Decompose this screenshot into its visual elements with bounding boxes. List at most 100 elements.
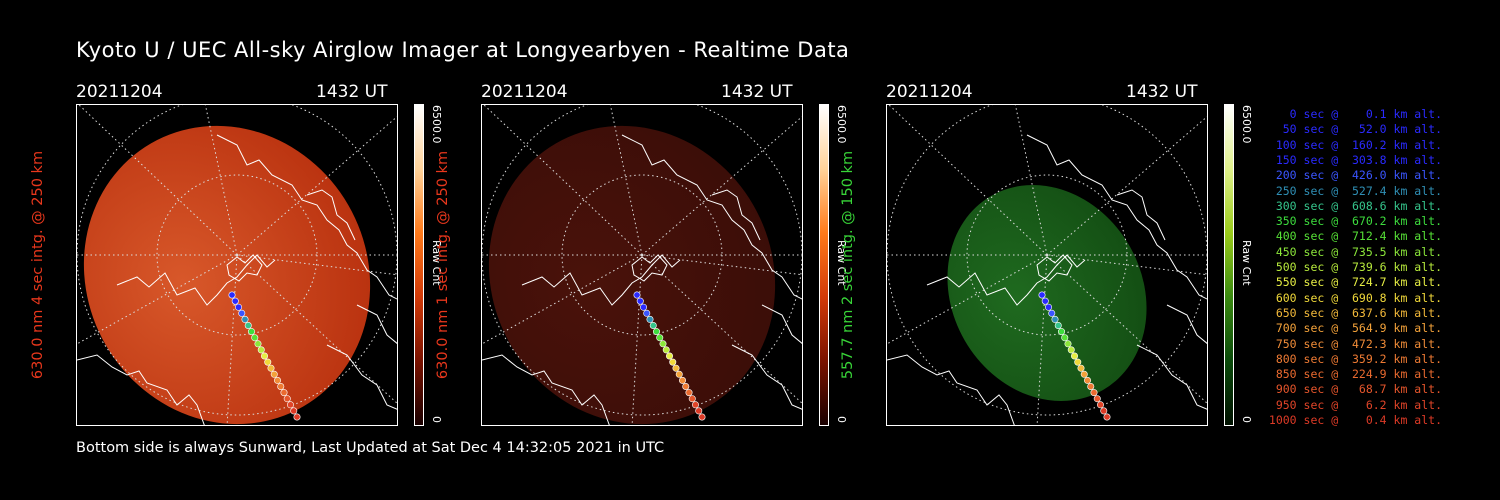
panel-time: 1432 UT [316, 82, 388, 102]
trajectory-point [1087, 382, 1095, 390]
trajectory-point [1103, 413, 1111, 421]
colorbar [1224, 104, 1234, 426]
trajectory-point [1100, 407, 1108, 415]
colorbar-unit: Raw Cnt [1240, 240, 1253, 286]
panel-630nm-1sec: 20211204 1432 UT 630.0 nm 1 sec intg. @ … [435, 80, 913, 430]
trajectory-point [669, 358, 677, 366]
vertical-label-text: 630.0 nm 4 sec intg. @ 250 km [30, 150, 46, 380]
trajectory-point [659, 340, 667, 348]
coastlines [482, 134, 802, 425]
trajectory-point [270, 370, 278, 378]
legend-row: 900 sec @ 68.7 km alt. [1268, 382, 1442, 397]
trajectory-point [1054, 322, 1062, 330]
panel-630nm-4sec: 20211204 1432 UT 630.0 nm 4 sec intg. @ … [30, 80, 508, 430]
trajectory [1038, 291, 1111, 421]
trajectory-point [1093, 395, 1101, 403]
panel-date: 20211204 [481, 82, 568, 102]
coastlines [77, 134, 397, 425]
trajectory-point [287, 401, 295, 409]
lat-lon-grid [77, 105, 397, 425]
trajectory-point [1090, 389, 1098, 397]
colorbar [819, 104, 829, 426]
trajectory-point [244, 322, 252, 330]
airglow-disk [83, 125, 371, 425]
trajectory-point [640, 303, 648, 311]
legend-row: 150 sec @ 303.8 km alt. [1268, 152, 1442, 167]
page-title: Kyoto U / UEC All-sky Airglow Imager at … [76, 38, 850, 62]
trajectory-point [248, 328, 256, 336]
trajectory-point [675, 370, 683, 378]
trajectory-point [682, 382, 690, 390]
trajectory-point [1067, 346, 1075, 354]
legend-row: 700 sec @ 564.9 km alt. [1268, 321, 1442, 336]
sky-layer [482, 105, 802, 425]
panel-557nm-2sec: 20211204 1432 UT 557.7 nm 2 sec intg. @ … [840, 80, 1318, 430]
legend-row: 450 sec @ 735.5 km alt. [1268, 244, 1442, 259]
colorbar [414, 104, 424, 426]
panel-time: 1432 UT [721, 82, 793, 102]
trajectory-point [649, 322, 657, 330]
legend-row: 800 sec @ 359.2 km alt. [1268, 351, 1442, 366]
trajectory-point [283, 395, 291, 403]
page-footer: Bottom side is always Sunward, Last Upda… [76, 440, 665, 456]
panel-vertical-label: 630.0 nm 1 sec intg. @ 250 km [435, 104, 455, 426]
trajectory-point [1077, 364, 1085, 372]
panel-vertical-label: 630.0 nm 4 sec intg. @ 250 km [30, 104, 50, 426]
colorbar-min: 0 [1240, 416, 1253, 423]
panel-time: 1432 UT [1126, 82, 1198, 102]
sky-image [886, 104, 1208, 426]
legend-row: 250 sec @ 527.4 km alt. [1268, 183, 1442, 198]
trajectory-point [290, 407, 298, 415]
trajectory-point [228, 291, 236, 299]
legend-row: 400 sec @ 712.4 km alt. [1268, 229, 1442, 244]
trajectory-point [688, 395, 696, 403]
legend-row: 750 sec @ 472.3 km alt. [1268, 336, 1442, 351]
trajectory-point [1074, 358, 1082, 366]
trajectory-point [679, 376, 687, 384]
trajectory-point [280, 389, 288, 397]
legend-row: 200 sec @ 426.0 km alt. [1268, 168, 1442, 183]
legend-row: 300 sec @ 608.6 km alt. [1268, 198, 1442, 213]
trajectory-point [1041, 297, 1049, 305]
trajectory-point [636, 297, 644, 305]
trajectory-point [257, 346, 265, 354]
trajectory [228, 291, 301, 421]
legend-row: 550 sec @ 724.7 km alt. [1268, 275, 1442, 290]
legend-row: 0 sec @ 0.1 km alt. [1268, 107, 1442, 121]
legend-row: 50 sec @ 52.0 km alt. [1268, 122, 1442, 137]
trajectory-point [1058, 328, 1066, 336]
trajectory-point [695, 407, 703, 415]
trajectory-point [643, 309, 651, 317]
trajectory-point [1061, 334, 1069, 342]
sky-image [76, 104, 398, 426]
sky-image [481, 104, 803, 426]
trajectory-point [698, 413, 706, 421]
trajectory-point [1084, 376, 1092, 384]
panel-date: 20211204 [76, 82, 163, 102]
coastlines [887, 134, 1207, 425]
trajectory-point [267, 364, 275, 372]
legend-row: 600 sec @ 690.8 km alt. [1268, 290, 1442, 305]
sky-layer [77, 105, 397, 425]
trajectory-point [1097, 401, 1105, 409]
trajectory-point [672, 364, 680, 372]
airglow-disk [947, 184, 1147, 402]
legend-row: 950 sec @ 6.2 km alt. [1268, 397, 1442, 412]
trajectory-point [238, 309, 246, 317]
legend-row: 500 sec @ 739.6 km alt. [1268, 260, 1442, 274]
trajectory [633, 291, 706, 421]
trajectory-point [1071, 352, 1079, 360]
trajectory-point [251, 334, 259, 342]
trajectory-point [666, 352, 674, 360]
legend-row: 850 sec @ 224.9 km alt. [1268, 367, 1442, 382]
trajectory-point [277, 382, 285, 390]
lat-lon-grid [887, 105, 1207, 425]
trajectory-point [241, 315, 249, 323]
panel-date: 20211204 [886, 82, 973, 102]
trajectory-point [231, 297, 239, 305]
trajectory-point [261, 352, 269, 360]
vertical-label-text: 630.0 nm 1 sec intg. @ 250 km [435, 150, 451, 380]
trajectory-point [1048, 309, 1056, 317]
colorbar-max: 6500.0 [1240, 105, 1253, 144]
